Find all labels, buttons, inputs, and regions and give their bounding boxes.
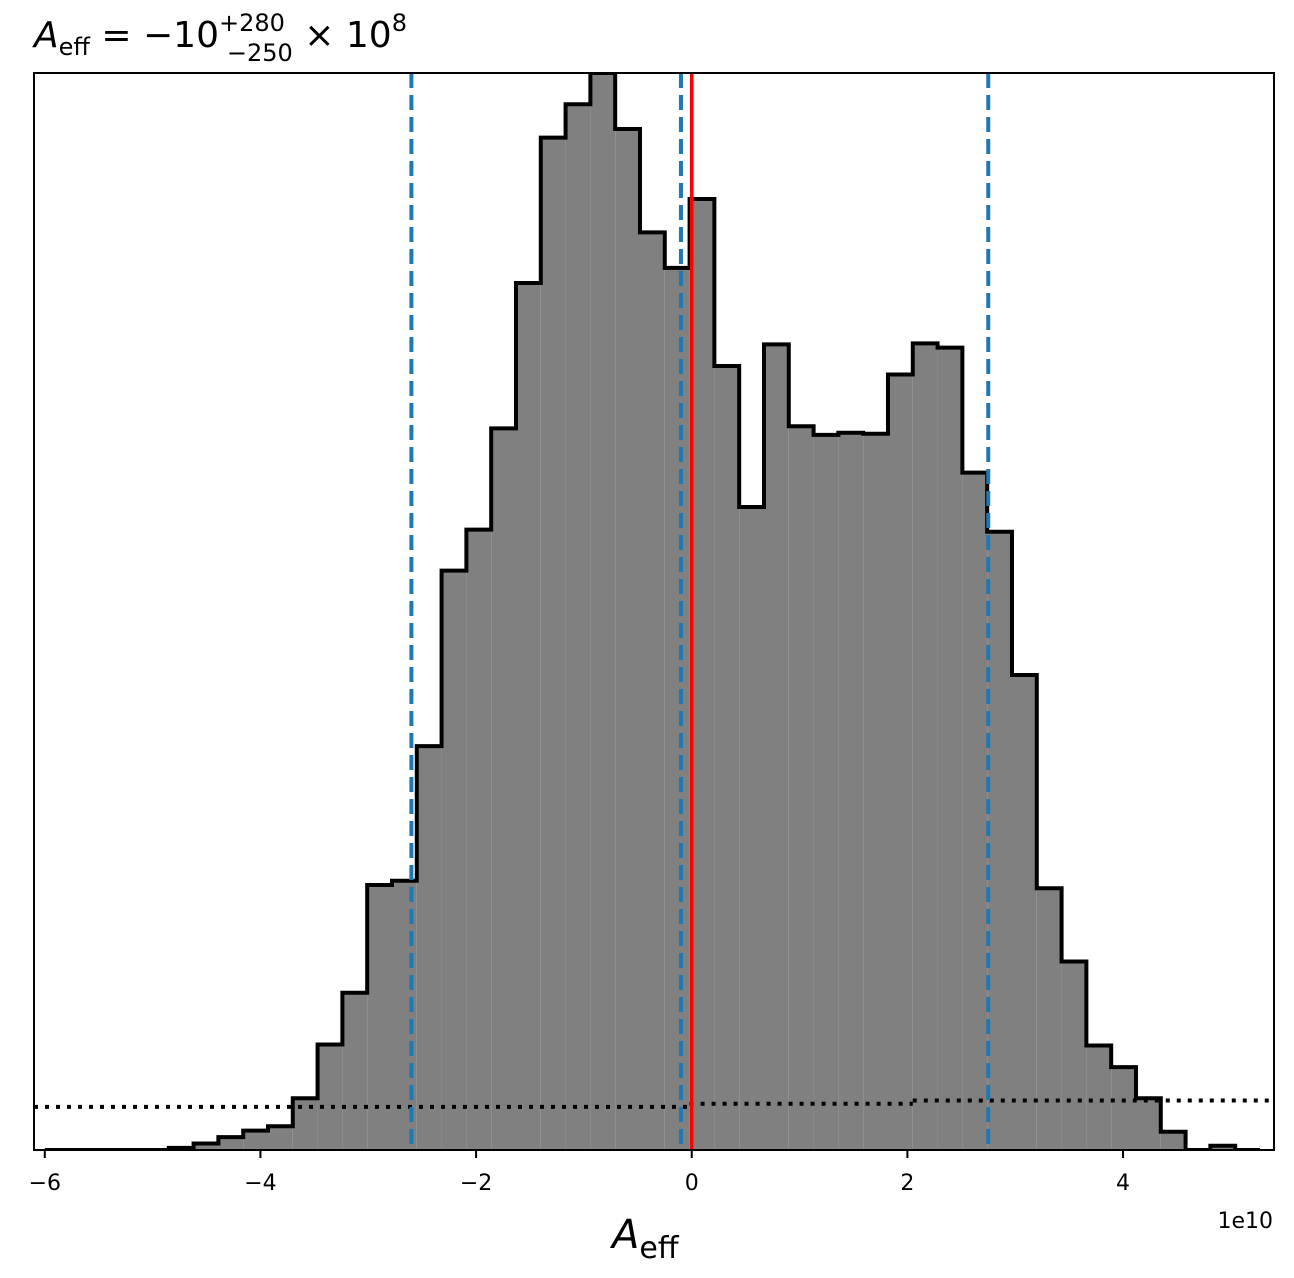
- histogram-bar: [1086, 1045, 1112, 1150]
- histogram-bar: [763, 344, 789, 1150]
- histogram-bar: [391, 880, 417, 1150]
- histogram-bar: [863, 433, 888, 1150]
- histogram-bar: [218, 1137, 244, 1150]
- histogram-bar: [267, 1126, 293, 1150]
- histogram-bar: [515, 283, 541, 1150]
- histogram-bar: [615, 129, 640, 1150]
- histogram-bar: [416, 746, 442, 1150]
- plot-area: −6 −4 −2 0 2 4: [29, 72, 1275, 1196]
- histogram-bar: [540, 137, 566, 1150]
- histogram-bar: [838, 432, 864, 1150]
- histogram-bar: [813, 434, 839, 1150]
- histogram-bar: [565, 104, 591, 1150]
- histogram-bar: [987, 531, 1012, 1150]
- x-axis-offset-text: 1e10: [1217, 1209, 1273, 1234]
- histogram-bar: [1036, 888, 1062, 1150]
- histogram-bar: [739, 507, 764, 1150]
- histogram-bar: [441, 570, 467, 1150]
- histogram-outline: [44, 73, 1260, 1150]
- chart-title: Aeff = −10+280 −250 × 108: [32, 9, 407, 67]
- histogram-bar: [714, 365, 740, 1150]
- histogram-bar: [912, 343, 938, 1150]
- histogram-bar: [466, 529, 492, 1150]
- histogram-bar: [1061, 961, 1087, 1150]
- x-tick-label: −6: [29, 1171, 61, 1196]
- x-tick-label: 2: [900, 1171, 914, 1196]
- histogram-bar: [1011, 675, 1037, 1150]
- x-tick-label: 0: [685, 1171, 699, 1196]
- x-tick-label: 4: [1116, 1171, 1130, 1196]
- histogram-bar: [590, 73, 616, 1150]
- histogram-bar: [664, 267, 690, 1150]
- histogram-bar: [317, 1044, 343, 1150]
- histogram-bar: [937, 347, 963, 1150]
- histogram-bar: [1210, 1145, 1236, 1150]
- histogram-bar: [292, 1098, 318, 1150]
- plot-content: [34, 73, 1274, 1150]
- histogram-bar: [491, 428, 516, 1150]
- histogram-bar: [788, 426, 814, 1150]
- histogram-bar: [342, 992, 368, 1150]
- x-tick-label: −4: [244, 1171, 276, 1196]
- histogram-bar: [1135, 1098, 1161, 1150]
- x-axis-label: Aeff: [609, 1212, 680, 1266]
- histogram-bar: [243, 1130, 268, 1150]
- histogram-bar: [367, 885, 392, 1150]
- axes-frame: [33, 72, 1275, 1151]
- histogram-bar: [887, 374, 913, 1150]
- histogram-bar: [689, 199, 715, 1150]
- histogram-bar: [639, 232, 665, 1150]
- histogram-bar: [193, 1143, 219, 1150]
- histogram-bar: [962, 472, 988, 1150]
- histogram-bar: [1111, 1067, 1136, 1150]
- histogram-bar: [1160, 1131, 1186, 1150]
- x-tick-label: −2: [460, 1171, 492, 1196]
